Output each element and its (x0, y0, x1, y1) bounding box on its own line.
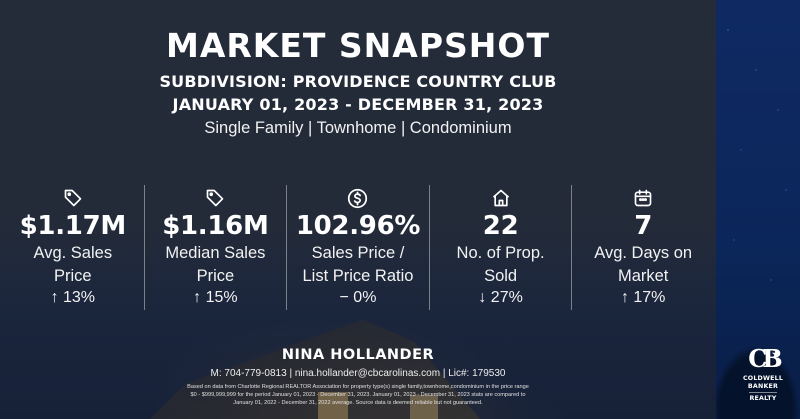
lit-window (410, 395, 438, 419)
property-types: Single Family | Townhome | Condominium (204, 119, 512, 137)
house-icon (430, 186, 572, 210)
stat-label: Price (196, 267, 235, 285)
stat-value: 102.96% (295, 211, 421, 241)
stat-change: ↑ 15% (193, 289, 238, 306)
stat-avg-sales-price: $1.17M Avg. Sales Price ↑ 13% (2, 185, 144, 310)
stat-days-on-market: 7 Avg. Days on Market ↑ 17% (571, 185, 714, 310)
stat-label: Market (617, 267, 669, 285)
calendar-icon (572, 186, 714, 210)
stat-label: List Price Ratio (302, 267, 414, 285)
subdivision-name: SUBDIVISION: PROVIDENCE COUNTRY CLUB (159, 72, 557, 91)
stat-label: Price (54, 267, 92, 285)
stat-label: Sales Price / (311, 244, 405, 262)
stat-value: $1.17M (19, 211, 127, 241)
stat-properties-sold: 22 No. of Prop. Sold ↓ 27% (428, 185, 572, 310)
stat-label: Avg. Sales (33, 244, 113, 262)
agent-name: NINA HOLLANDER (281, 347, 435, 363)
logo-wordmark: COLDWELL BANKER REALTY (742, 375, 784, 402)
stat-label: Avg. Days on (594, 244, 693, 262)
disclaimer-line: $0 - $999,999,999 for the period January… (190, 392, 526, 398)
stat-value: $1.16M (162, 211, 269, 241)
price-tag-icon (145, 186, 287, 210)
stat-label: Sold (484, 267, 518, 285)
agent-contact: M: 704-779-0813 | nina.hollander@cbcarol… (210, 368, 506, 379)
stat-label: Median Sales (165, 244, 266, 262)
lit-window (318, 392, 348, 419)
stats-row: $1.17M Avg. Sales Price ↑ 13% $1.16M Med… (2, 185, 714, 310)
disclaimer: Based on data from Charlotte Regional RE… (150, 383, 566, 407)
stat-value: 7 (634, 211, 653, 241)
stat-label: No. of Prop. (456, 244, 545, 262)
price-tag-icon (2, 186, 144, 210)
stat-median-sales-price: $1.16M Median Sales Price ↑ 15% (143, 185, 287, 310)
date-range: JANUARY 01, 2023 - DECEMBER 31, 2023 (172, 95, 544, 114)
coldwell-banker-logo: CB ★ COLDWELL BANKER REALTY (736, 347, 790, 403)
star-icon: ★ (771, 350, 780, 360)
page-title: MARKET SNAPSHOT (166, 26, 550, 65)
market-snapshot-card: MARKET SNAPSHOT SUBDIVISION: PROVIDENCE … (2, 26, 714, 407)
stat-change: ↑ 13% (50, 289, 96, 306)
stat-value: 22 (482, 211, 519, 241)
disclaimer-line: January 01, 2022 - December 31, 2022 ave… (233, 400, 483, 406)
overlay-panel (0, 0, 716, 419)
stat-change: − 0% (339, 289, 377, 306)
stat-sales-list-ratio: 102.96% Sales Price / List Price Ratio −… (286, 185, 429, 310)
disclaimer-line: Based on data from Charlotte Regional RE… (187, 384, 529, 390)
dollar-circle-icon (287, 186, 429, 210)
tree-silhouette (716, 300, 800, 419)
stat-change: ↑ 17% (620, 289, 666, 306)
cb-monogram: CB ★ (748, 344, 782, 373)
stat-change: ↓ 27% (478, 289, 523, 306)
